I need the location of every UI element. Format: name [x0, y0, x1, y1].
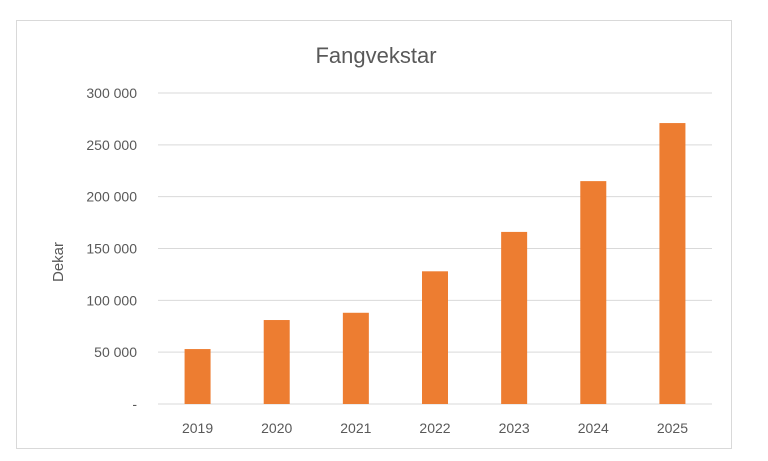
- x-tick-label: 2024: [578, 420, 609, 436]
- x-tick-label: 2023: [499, 420, 530, 436]
- bar-2022: [422, 271, 448, 404]
- x-tick-label: 2020: [261, 420, 292, 436]
- y-tick-label: 300 000: [86, 85, 137, 101]
- chart-title: Fangvekstar: [315, 43, 436, 68]
- y-axis-label: Dekar: [50, 242, 67, 282]
- y-tick-label: -: [132, 396, 137, 412]
- bar-2025: [659, 123, 686, 405]
- y-ticks: - 50 000 100 000 150 000 200 000 250 000 300 0…: [86, 85, 137, 412]
- gridlines: [158, 92, 712, 405]
- bar-2020: [263, 320, 290, 404]
- x-tick-label: 2019: [182, 420, 213, 436]
- x-ticks: 2019 2020 2021 2022 2023 2024 2025: [182, 420, 688, 436]
- bar-2024: [580, 181, 607, 404]
- x-tick-label: 2022: [419, 420, 450, 436]
- y-tick-label: 100 000: [86, 292, 137, 308]
- chart-frame: [16, 20, 732, 449]
- bar-2023: [501, 231, 528, 404]
- y-tick-label: 250 000: [86, 137, 137, 153]
- y-tick-label: 150 000: [86, 241, 137, 257]
- x-tick-label: 2025: [657, 420, 688, 436]
- y-tick-label: 200 000: [86, 189, 137, 205]
- bars: [184, 123, 686, 405]
- bar-2019: [184, 349, 211, 404]
- bar-2021: [342, 312, 369, 404]
- x-tick-label: 2021: [340, 420, 371, 436]
- y-tick-label: 50 000: [94, 344, 137, 360]
